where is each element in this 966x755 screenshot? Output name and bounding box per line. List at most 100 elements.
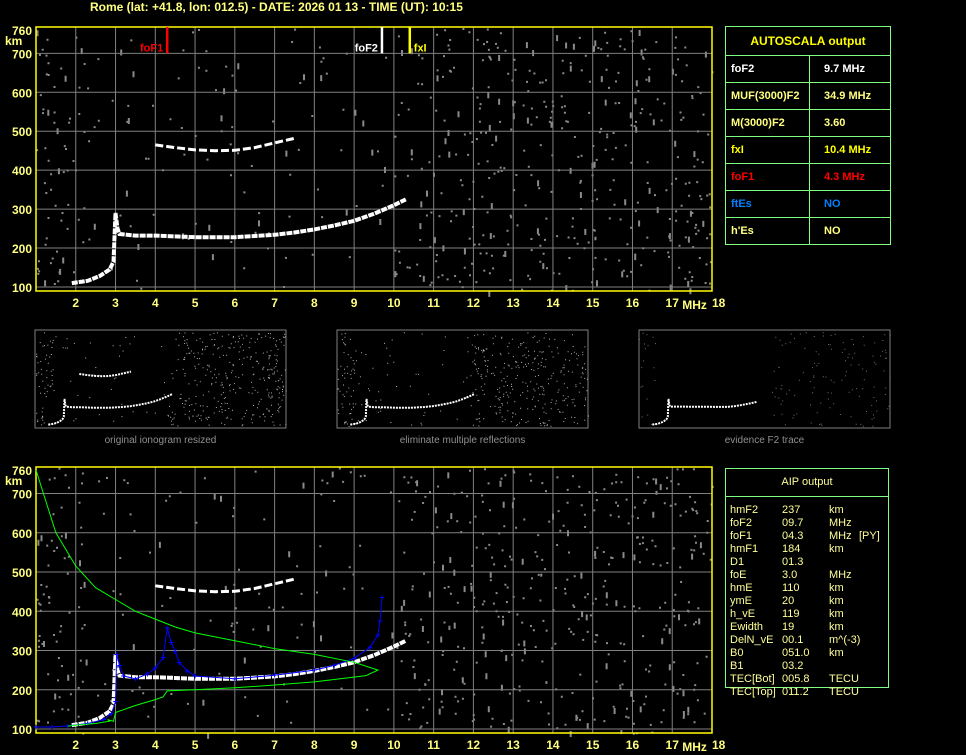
- aip-param: ymE: [730, 595, 752, 607]
- thumbnail-trace: [79, 370, 132, 378]
- aip-unit: TECU: [829, 673, 859, 685]
- aip-unit: km: [829, 621, 844, 633]
- x-tick-label: 6: [231, 296, 238, 310]
- aip-output-values: hmF2 237 km foF2 09.7 MHz foF1 04.3 MHz [PY] hmF1 1…: [730, 504, 880, 699]
- y-tick-label: 400: [12, 605, 32, 619]
- x-tick-label: 3: [112, 296, 119, 310]
- thumbnail-3: evidence F2 trace: [638, 329, 891, 446]
- y-tick-label: 200: [12, 242, 32, 256]
- x-tick-label: 9: [351, 738, 358, 752]
- aip-unit: km: [829, 543, 844, 555]
- x-tick-label: 4: [152, 296, 159, 310]
- y-tick-label: 700: [12, 47, 32, 61]
- aip-param: B1: [730, 660, 744, 672]
- param-value: NO: [824, 198, 841, 210]
- thumbnail-trace: [652, 398, 758, 426]
- y-tick-label: 300: [12, 645, 32, 659]
- aip-row: foF2 09.7 MHz: [730, 517, 880, 530]
- x-tick-label: 14: [546, 296, 560, 310]
- aip-value: 01.3: [782, 556, 804, 568]
- aip-param: h_vE: [730, 608, 756, 620]
- x-tick-label: 7: [271, 296, 278, 310]
- noise-speckle: [36, 28, 714, 297]
- autoscala-title: AUTOSCALA output: [726, 27, 890, 56]
- x-tick-label: 3: [112, 738, 119, 752]
- param-value: 4.3 MHz: [824, 171, 865, 183]
- x-tick-label: 15: [586, 296, 600, 310]
- foF1-marker-label: foF1: [140, 42, 163, 54]
- y-tick-label: 300: [12, 203, 32, 217]
- param-label: foF2: [726, 56, 810, 82]
- fxI-marker-label: fxI: [414, 42, 427, 54]
- aip-output-box: AIP output: [725, 468, 889, 688]
- x-tick-label: 12: [467, 738, 481, 752]
- aip-unit: km: [829, 608, 844, 620]
- aip-param: TEC[Bot]: [730, 673, 775, 685]
- ionogram-plot-2: 2 3 4 5 6 7 8 9 10 11 12 13 14 15 16 17 18 MHz 100 200 300 40…: [5, 464, 726, 754]
- aip-row: D1 01.3: [730, 556, 880, 569]
- aip-value: 04.3: [782, 530, 804, 542]
- autoscala-row-muf3000f2: MUF(3000)F2 34.9 MHz: [726, 83, 890, 110]
- x-tick-label: 15: [586, 738, 600, 752]
- aip-unit: km: [829, 504, 844, 516]
- x-axis-unit: MHz: [682, 298, 707, 312]
- y-tick-label: 700: [12, 488, 32, 502]
- autoscala-row-fof2: foF2 9.7 MHz: [726, 56, 890, 83]
- autoscala-row-fof1: foF1 4.3 MHz: [726, 164, 890, 191]
- x-tick-label: 17: [666, 738, 680, 752]
- aip-value: 011.2: [782, 686, 809, 698]
- aip-value: 09.7: [782, 517, 804, 529]
- aip-param: hmE: [730, 582, 753, 594]
- aip-row: DelN_vE 00.1 m^(-3): [730, 634, 880, 647]
- aip-param: TEC[Top]: [730, 686, 776, 698]
- aip-row: foE 3.0 MHz: [730, 569, 880, 582]
- param-value: 34.9 MHz: [824, 90, 872, 102]
- aip-unit: m^(-3): [829, 634, 861, 646]
- autoscala-row-hes: h'Es NO: [726, 218, 890, 244]
- param-value: 3.60: [824, 117, 846, 129]
- aip-param: B0: [730, 647, 744, 659]
- x-tick-label: 2: [72, 296, 79, 310]
- aip-param: hmF2: [730, 504, 759, 516]
- y-tick-label: 400: [12, 164, 32, 178]
- thumbnail-frame: [638, 329, 891, 429]
- second-hop-trace: [155, 136, 295, 153]
- x-tick-label: 8: [311, 738, 318, 752]
- x-tick-label: 4: [152, 738, 159, 752]
- thumbnail-trace: [48, 393, 173, 426]
- x-tick-label: 10: [387, 296, 401, 310]
- second-hop-trace: [155, 577, 295, 594]
- x-tick-label: 11: [427, 296, 440, 310]
- x-tick-label: 12: [467, 296, 481, 310]
- aip-param: hmF1: [730, 543, 759, 555]
- aip-value: 20: [782, 595, 795, 607]
- aip-value: 110: [782, 582, 800, 594]
- aip-value: 00.1: [782, 634, 804, 646]
- foF2-marker-label: foF2: [355, 42, 378, 54]
- thumbnail-caption: eliminate multiple reflections: [400, 435, 526, 446]
- x-tick-label: 5: [192, 296, 199, 310]
- y-tick-label: 100: [12, 723, 32, 737]
- param-label: MUF(3000)F2: [726, 83, 810, 109]
- x-tick-label: 13: [506, 296, 520, 310]
- x-tick-label: 5: [192, 738, 199, 752]
- aip-row: hmE 110 km: [730, 582, 880, 595]
- y-axis-unit: km: [5, 34, 22, 48]
- ionogram-title: Rome (lat: +41.8, lon: 012.5) - DATE: 20…: [90, 0, 463, 14]
- aip-unit: MHz: [829, 569, 852, 581]
- aip-value: 005.8: [782, 673, 810, 685]
- aip-unit: km: [829, 595, 844, 607]
- param-label: ftEs: [726, 191, 810, 217]
- aip-value: 19: [782, 621, 795, 633]
- aip-value: 3.0: [782, 569, 798, 581]
- x-tick-label: 9: [351, 296, 358, 310]
- x-tick-label: 17: [666, 296, 680, 310]
- aip-unit: [829, 660, 859, 673]
- param-value: 9.7 MHz: [824, 63, 865, 75]
- aip-value: 051.0: [782, 647, 810, 659]
- y-axis-unit: km: [5, 474, 22, 488]
- param-label: foF1: [726, 164, 810, 190]
- aip-value: 119: [782, 608, 800, 620]
- aip-value: 03.2: [782, 660, 804, 672]
- param-value: NO: [824, 225, 841, 237]
